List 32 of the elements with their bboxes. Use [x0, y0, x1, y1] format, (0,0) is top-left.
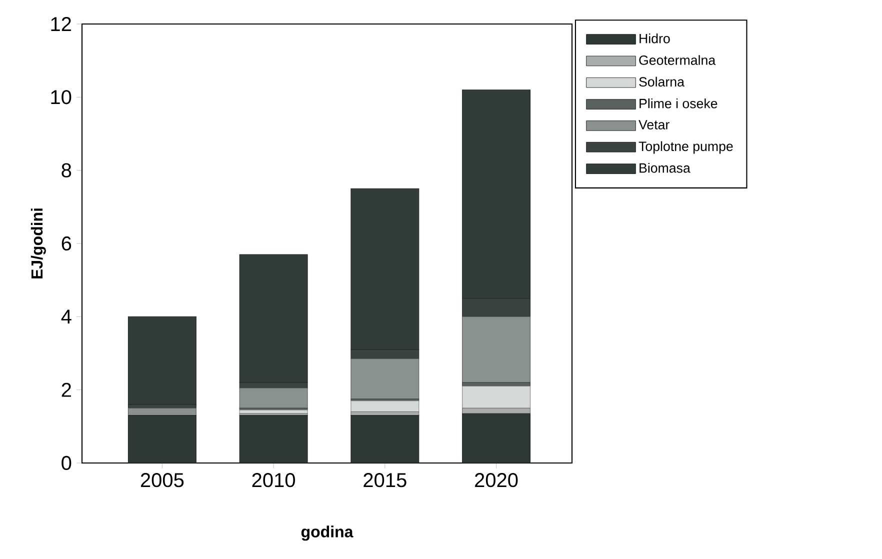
legend-label: Solarna [639, 76, 684, 87]
x-axis-title: godina [301, 526, 354, 541]
bar [462, 316, 531, 383]
bar [462, 408, 531, 414]
y-tick-label: 6 [62, 236, 72, 251]
y-axis-title: EJ/godini [30, 208, 46, 278]
x-tick-label: 2010 [252, 473, 295, 488]
legend-label: Hidro [640, 33, 670, 44]
legend-label: Geotermalna [639, 55, 716, 65]
bar [350, 358, 420, 400]
x-tick-label: 2005 [140, 473, 184, 488]
x-tick-label: 2020 [475, 473, 518, 488]
bar [350, 415, 420, 463]
bar [128, 316, 196, 405]
bar [462, 386, 531, 408]
bar [239, 415, 308, 463]
bar [239, 388, 308, 408]
y-tick-label: 12 [51, 17, 71, 31]
legend-label: Biomasa [640, 162, 690, 173]
bar [239, 410, 308, 414]
x-tick-label: 2015 [364, 473, 406, 488]
y-tick-label: 8 [62, 163, 72, 178]
y-tick-label: 0 [62, 456, 72, 470]
bar [350, 400, 420, 412]
bar [128, 415, 196, 463]
legend-label: Plime i oseke [640, 98, 718, 108]
y-tick-label: 2 [62, 382, 71, 397]
legend-label: Toplotne pumpe [638, 141, 733, 154]
y-tick-label: 10 [51, 90, 72, 104]
y-tick-label: 4 [61, 310, 72, 324]
bar [462, 413, 531, 463]
legend-label: Vetar [638, 120, 670, 130]
